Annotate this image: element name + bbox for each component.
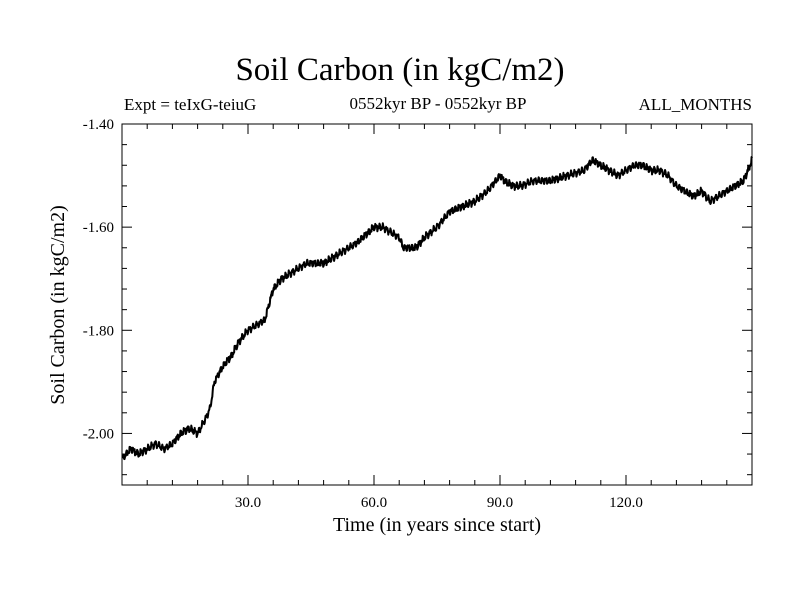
y-axis-label: Soil Carbon (in kgC/m2) [47,205,69,404]
y-tick-label: -2.00 [83,426,114,442]
series-line [121,155,753,461]
months-label: ALL_MONTHS [638,95,752,114]
axis-tick-labels: 30.0 60.0 90.0 120.0 -2.00 -1.80 -1.60 -1.40 [83,117,643,511]
y-tick-label: -1.60 [83,220,114,236]
x-tick-label: 120.0 [609,495,643,511]
x-axis-label: Time (in years since start) [333,514,541,536]
x-tick-label: 60.0 [361,495,387,511]
experiment-label: Expt = teIxG-teiuG [124,95,257,114]
x-tick-label: 30.0 [235,495,261,511]
chart-title: Soil Carbon (in kgC/m2) [235,52,565,88]
plot-frame [121,123,753,486]
y-tick-label: -1.40 [83,117,114,133]
x-tick-label: 90.0 [487,495,513,511]
y-tick-label: -1.80 [83,323,114,339]
axis-ticks [122,123,752,485]
period-label: 0552kyr BP - 0552kyr BP [349,94,527,113]
